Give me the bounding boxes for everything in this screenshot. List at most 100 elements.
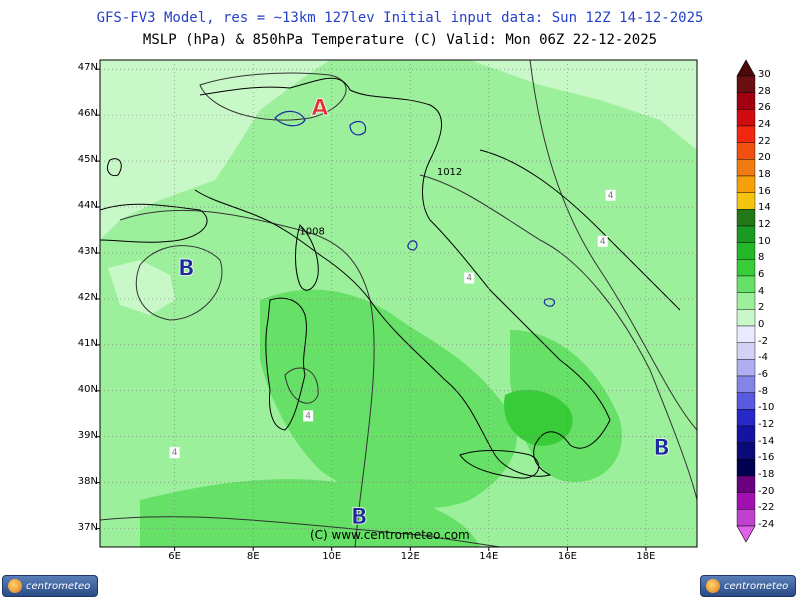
y-tick-label: 47N [77, 62, 98, 74]
title-line-1: GFS-FV3 Model, res = ~13km 127lev Initia… [96, 10, 704, 26]
low-pressure-marker: B [653, 436, 670, 461]
y-tick-label: 41N [77, 337, 98, 349]
colorbar-swatch [736, 309, 756, 327]
centrometeo-logo-right[interactable]: centrometeo [700, 575, 796, 597]
x-tick-label: 6E [168, 551, 181, 562]
colorbar-swatch [736, 475, 756, 493]
temp-field-warm-south [140, 479, 480, 547]
colorbar-swatch [736, 159, 756, 177]
globe-icon [8, 579, 22, 593]
colorbar-label: 8 [758, 252, 765, 264]
colorbar-label: 18 [758, 169, 771, 180]
logo-left-text: centrometeo [26, 580, 91, 592]
temp-field-cold-corsica [108, 260, 175, 315]
colorbar-swatch [736, 292, 756, 310]
y-tick-label: 39N [77, 429, 98, 441]
isobar-label: 1008 [299, 227, 324, 238]
map-frame [99, 59, 698, 548]
colorbar-swatch [736, 125, 756, 143]
colorbar-swatch [736, 325, 756, 343]
colorbar-swatch [736, 359, 756, 377]
temp-field-warmest [504, 390, 573, 446]
isotherm-label-bg [605, 189, 616, 201]
x-tick-label: 18E [636, 551, 656, 562]
colorbar-swatch [736, 459, 756, 477]
isobars [100, 60, 697, 547]
colorbar-label: -20 [758, 485, 775, 497]
y-tick-label: 45N [77, 154, 98, 166]
isotherm-label-text: 4 [305, 411, 311, 421]
y-tick-label: 40N [77, 383, 98, 395]
colorbar-label: -2 [758, 335, 768, 347]
logo-right-text: centrometeo [724, 580, 789, 592]
isotherm-label-bg [464, 272, 475, 284]
colorbar-swatch [736, 342, 756, 360]
isotherm-label-text: 4 [466, 274, 472, 284]
colorbar-swatch [736, 275, 756, 293]
cold-contours-alps [274, 110, 556, 307]
y-tick-label: 38N [77, 475, 98, 487]
colorbar-swatch [736, 442, 756, 460]
isotherm-label-text: 4 [172, 448, 178, 458]
axis-ticks [96, 68, 647, 551]
low-pressure-marker: B [178, 257, 195, 282]
colorbar-swatch [736, 142, 756, 160]
colorbar-label: 20 [758, 152, 771, 164]
colorbar-label: 28 [758, 85, 771, 97]
isotherm-label: 4 [464, 272, 475, 284]
colorbar-label: 16 [758, 185, 771, 197]
colorbar-swatch [736, 392, 756, 410]
colorbar-label: 6 [758, 269, 765, 280]
colorbar-swatch [736, 109, 756, 127]
title-line-2: MSLP (hPa) & 850hPa Temperature (C) Vali… [142, 32, 658, 48]
x-tick-label: 14E [479, 551, 499, 562]
colorbar-label: 24 [758, 119, 771, 130]
map-annotations: A B B B 1012 1008 4 4 4 4 4 [169, 96, 670, 530]
x-tick-label: 16E [557, 551, 577, 562]
temp-field-warm-central [260, 289, 517, 509]
high-pressure-marker: A [311, 96, 328, 121]
colorbar-swatch [736, 192, 756, 210]
colorbar-label: -8 [758, 385, 768, 397]
isotherm-label: 4 [605, 189, 616, 201]
isobar-label: 1012 [437, 167, 462, 178]
isotherm-label-bg [597, 235, 608, 247]
temp-field-cold-west [100, 60, 330, 240]
coastlines [100, 77, 681, 479]
isotherm-label: 4 [303, 410, 314, 422]
isotherm-label: 4 [597, 235, 608, 247]
colorbar-swatch [736, 425, 756, 443]
colorbar-label: -10 [758, 402, 775, 414]
colorbar-swatch [736, 242, 756, 260]
colorbar-label: -18 [758, 469, 775, 480]
colorbar-label: 2 [758, 302, 765, 314]
colorbar-swatch [736, 175, 756, 193]
colorbar-label: 4 [758, 285, 765, 297]
colorbar-label: -14 [758, 435, 775, 447]
colorbar-label: 22 [758, 135, 771, 147]
temp-field-cold-north [470, 60, 697, 150]
colorbar-label: 14 [758, 202, 771, 214]
colorbar-swatch [736, 92, 756, 110]
x-tick-label: 10E [322, 551, 342, 562]
y-tick-label: 42N [77, 291, 98, 303]
isotherm-label-bg [303, 410, 314, 422]
colorbar-label: 12 [758, 219, 771, 230]
colorbar-swatch [736, 259, 756, 277]
watermark: (C) www.centrometeo.com [310, 528, 470, 542]
centrometeo-logo-left[interactable]: centrometeo [2, 575, 98, 597]
colorbar-label: -24 [758, 519, 775, 530]
colorbar-label: -4 [758, 352, 768, 364]
globe-icon [706, 579, 720, 593]
colorbar-swatch [736, 409, 756, 427]
colorbar-label: 26 [758, 102, 771, 114]
colorbar-cap-top [736, 59, 756, 77]
colorbar-label: 0 [758, 319, 765, 330]
temperature-colorbar [736, 59, 756, 543]
colorbar-label: -6 [758, 369, 768, 380]
x-tick-label: 12E [400, 551, 420, 562]
colorbar-swatch [736, 225, 756, 243]
y-tick-label: 43N [77, 245, 98, 257]
colorbar-label: -12 [758, 419, 775, 430]
